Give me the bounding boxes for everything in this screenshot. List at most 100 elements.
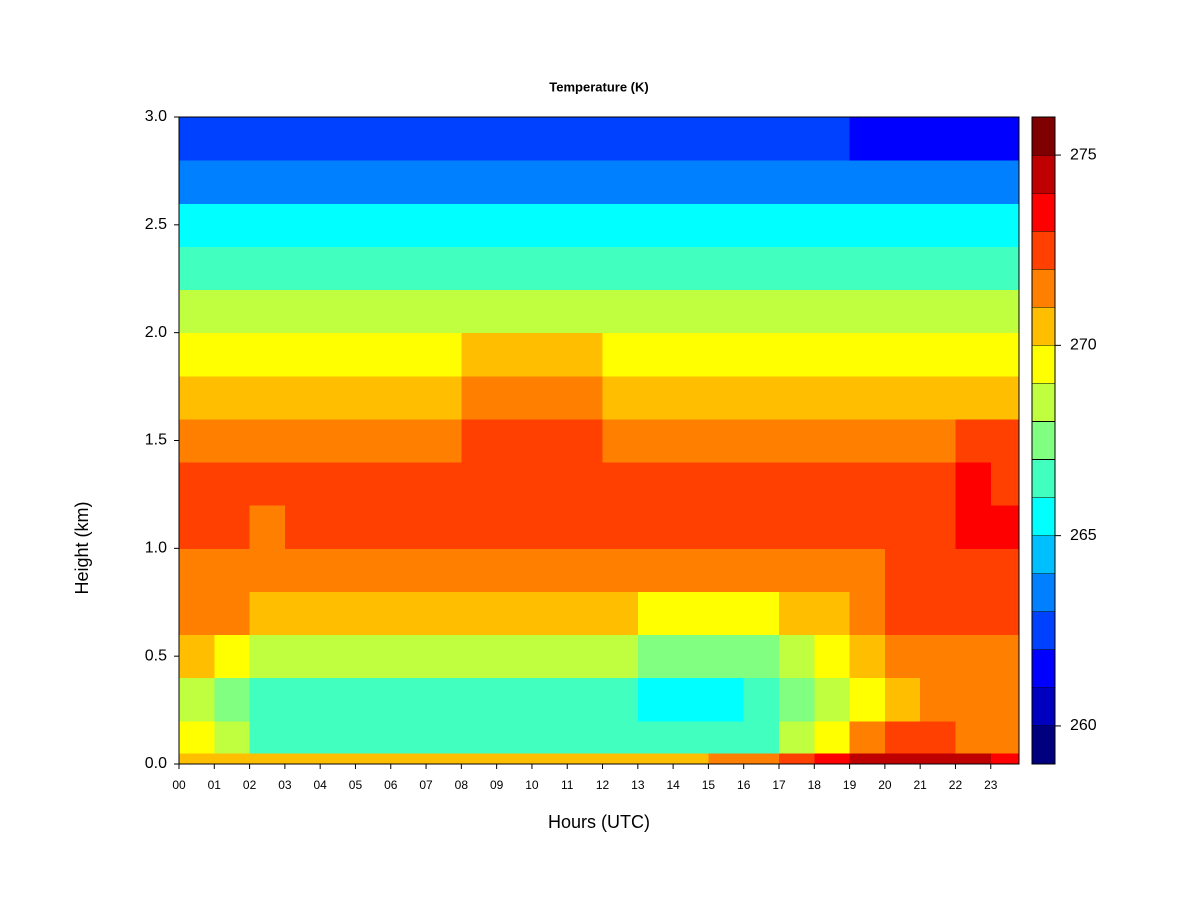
cell [990, 505, 1020, 549]
cell [390, 591, 427, 636]
cell [602, 117, 639, 161]
cell [637, 117, 674, 161]
cell [602, 634, 639, 679]
cell [779, 462, 815, 506]
cell [920, 505, 956, 549]
cell [390, 203, 427, 247]
cell [884, 332, 921, 377]
cell [708, 160, 745, 204]
cell [708, 246, 745, 291]
cell [955, 634, 992, 679]
cell [884, 634, 921, 679]
cell [884, 203, 921, 247]
cell [496, 289, 533, 334]
cell [426, 375, 462, 420]
colorbar-tick-label: 265 [1070, 527, 1097, 544]
cell [849, 332, 886, 377]
cell [708, 753, 745, 765]
cell [320, 332, 356, 377]
cell [355, 753, 392, 765]
cell [920, 634, 956, 679]
cell [955, 203, 992, 247]
cell [390, 418, 427, 463]
x-axis-label: Hours (UTC) [548, 812, 650, 832]
cell [531, 634, 568, 679]
cell [779, 591, 815, 636]
cell [284, 203, 321, 247]
y-axis-label: Height (km) [72, 501, 92, 594]
cell [179, 289, 215, 334]
cell [602, 677, 639, 722]
cell [884, 289, 921, 334]
cell [496, 548, 533, 592]
cell [990, 548, 1020, 592]
cell [179, 753, 215, 765]
cell [461, 753, 498, 765]
cell [214, 720, 251, 754]
cell [214, 591, 251, 636]
cell [179, 375, 215, 420]
cell [814, 203, 851, 247]
cell [955, 375, 992, 420]
cell [496, 160, 533, 204]
cell [567, 289, 604, 334]
cell [708, 505, 745, 549]
cell [320, 634, 356, 679]
cell [426, 634, 462, 679]
cell [249, 720, 286, 754]
cell [920, 332, 956, 377]
cell [320, 591, 356, 636]
x-tick-label: 11 [561, 778, 574, 792]
cell [849, 591, 886, 636]
cell [602, 203, 639, 247]
cell [249, 203, 286, 247]
cell [214, 117, 251, 161]
x-tick-label: 03 [278, 778, 292, 792]
cell [390, 677, 427, 722]
cell [214, 548, 251, 592]
cell [602, 462, 639, 506]
cell [284, 246, 321, 291]
cell [531, 289, 568, 334]
colorbar-band [1031, 497, 1056, 536]
cell [390, 753, 427, 765]
cell [602, 375, 639, 420]
cell [249, 117, 286, 161]
cell [814, 246, 851, 291]
cell [708, 462, 745, 506]
cell [602, 418, 639, 463]
cell [567, 375, 604, 420]
cell [179, 332, 215, 377]
x-tick-label: 15 [702, 778, 716, 792]
cell [390, 375, 427, 420]
cell [355, 505, 392, 549]
cell [884, 160, 921, 204]
cell [249, 591, 286, 636]
cell [743, 246, 780, 291]
cell [779, 418, 815, 463]
cell [531, 246, 568, 291]
cell [249, 246, 286, 291]
cell [461, 332, 498, 377]
cell [884, 462, 921, 506]
cell [390, 117, 427, 161]
cell [708, 591, 745, 636]
cell [284, 677, 321, 722]
x-tick-label: 00 [172, 778, 186, 792]
cell [355, 246, 392, 291]
cell [214, 246, 251, 291]
cell [779, 203, 815, 247]
cell [884, 246, 921, 291]
cell [355, 375, 392, 420]
cell [637, 720, 674, 754]
cell [743, 375, 780, 420]
cell [179, 720, 215, 754]
cell [779, 753, 815, 765]
x-tick-label: 21 [913, 778, 927, 792]
cell [249, 548, 286, 592]
cell [955, 160, 992, 204]
cell [673, 753, 709, 765]
cell [567, 720, 604, 754]
cell [955, 462, 992, 506]
cell [179, 548, 215, 592]
